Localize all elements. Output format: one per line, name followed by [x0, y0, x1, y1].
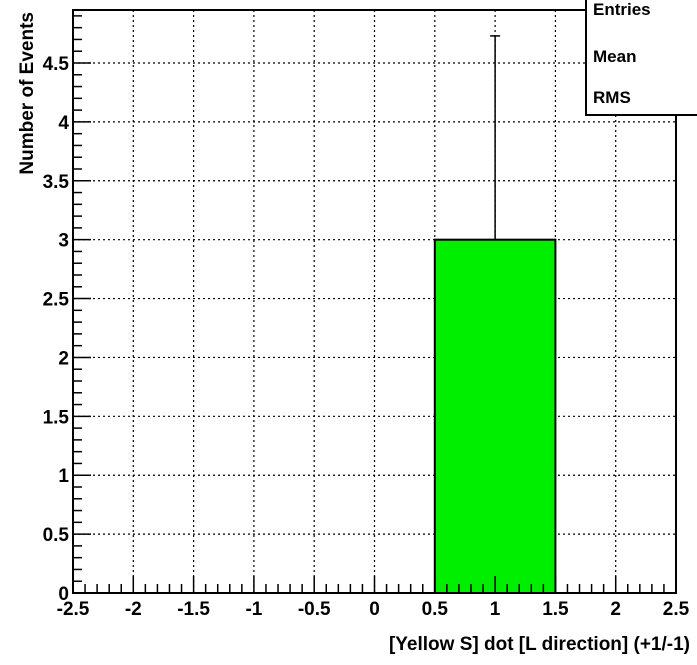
y-tick-label: 1 — [58, 466, 69, 487]
y-tick-label: 4.5 — [43, 54, 70, 75]
axis-ticks — [72, 15, 677, 594]
y-axis-title: Number of Events — [17, 12, 38, 175]
stats-rms-label: RMS — [593, 88, 631, 107]
stats-entries-label: Entries — [593, 0, 651, 19]
x-tick-label: -2.5 — [57, 599, 90, 620]
y-tick-label: 0 — [58, 584, 69, 605]
y-tick-label: 0.5 — [43, 525, 70, 546]
x-tick-label: 1.5 — [542, 599, 569, 620]
x-tick-label: -2 — [125, 599, 142, 620]
histogram-bar — [433, 238, 557, 595]
x-tick-label: 0.5 — [422, 599, 449, 620]
x-tick-label: 2 — [610, 599, 621, 620]
x-tick-label: 1 — [490, 599, 501, 620]
stats-mean-label: Mean — [593, 47, 636, 66]
tick-labels: -2.5 -2 -1.5 -1 -0.5 0 0.5 1 1.5 2 2.5 0 0.5 1 1.5 2 2.5… — [43, 54, 690, 620]
x-tick-label: -0.5 — [298, 599, 331, 620]
stats-box: Entries Mean RMS — [585, 0, 697, 116]
x-tick-label: 2.5 — [663, 599, 690, 620]
x-tick-label: -1 — [245, 599, 262, 620]
x-axis-title: [Yellow S] dot [L direction] (+1/-1) — [389, 634, 690, 655]
x-tick-label: 0 — [369, 599, 380, 620]
bars — [433, 35, 557, 595]
stats-box-frame — [585, 0, 697, 116]
y-tick-label: 3.5 — [43, 172, 70, 193]
y-tick-label: 4 — [58, 113, 69, 134]
x-tick-label: -1.5 — [177, 599, 210, 620]
y-tick-label: 3 — [58, 231, 69, 252]
y-tick-label: 2 — [58, 348, 69, 369]
y-tick-label: 1.5 — [43, 407, 70, 428]
y-tick-label: 2.5 — [43, 290, 70, 311]
